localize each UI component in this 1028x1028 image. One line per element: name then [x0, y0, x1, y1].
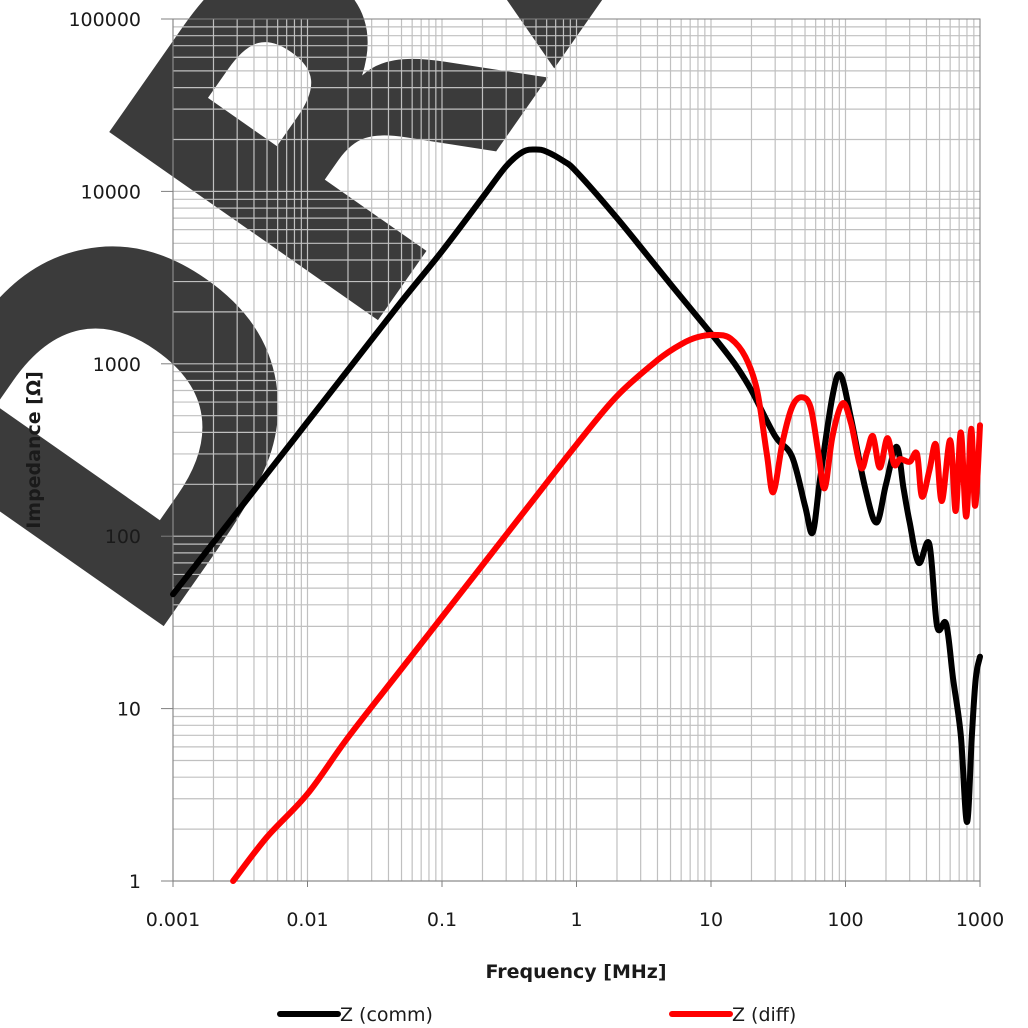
- x-tick-label: 10: [699, 909, 723, 931]
- x-tick-label: 0.1: [427, 909, 457, 931]
- watermark-text: DRAFT: [0, 0, 1028, 721]
- series-lines: [170, 146, 983, 884]
- y-tick-label: 100000: [68, 9, 141, 31]
- draft-watermark: DRAFT: [0, 0, 1028, 721]
- legend: Z (comm) Z (diff): [277, 1004, 796, 1026]
- y-axis-title: Impedance [Ω]: [23, 371, 45, 529]
- plot-grid: [172, 19, 980, 882]
- y-tick-labels: 1 10 100 1000 10000 100000: [68, 9, 173, 893]
- x-tick-label: 0.001: [146, 909, 200, 931]
- y-tick-label: 10: [117, 699, 141, 721]
- y-tick-label: 100: [105, 526, 141, 548]
- legend-label: Z (comm): [340, 1004, 433, 1026]
- y-tick-label: 1: [129, 871, 141, 893]
- series-line-zdiff: [230, 331, 983, 884]
- series-line-zcomm: [170, 146, 983, 825]
- x-tick-label: 0.01: [286, 909, 328, 931]
- x-tick-label: 100: [827, 909, 863, 931]
- legend-label: Z (diff): [732, 1004, 796, 1026]
- x-tick-label: 1000: [956, 909, 1004, 931]
- x-tick-label: 1: [570, 909, 582, 931]
- x-axis-title: Frequency [MHz]: [485, 961, 666, 983]
- y-tick-label: 1000: [93, 354, 141, 376]
- x-tick-labels: 0.001 0.01 0.1 1 10 100 1000: [146, 881, 1004, 931]
- y-tick-label: 10000: [81, 181, 141, 203]
